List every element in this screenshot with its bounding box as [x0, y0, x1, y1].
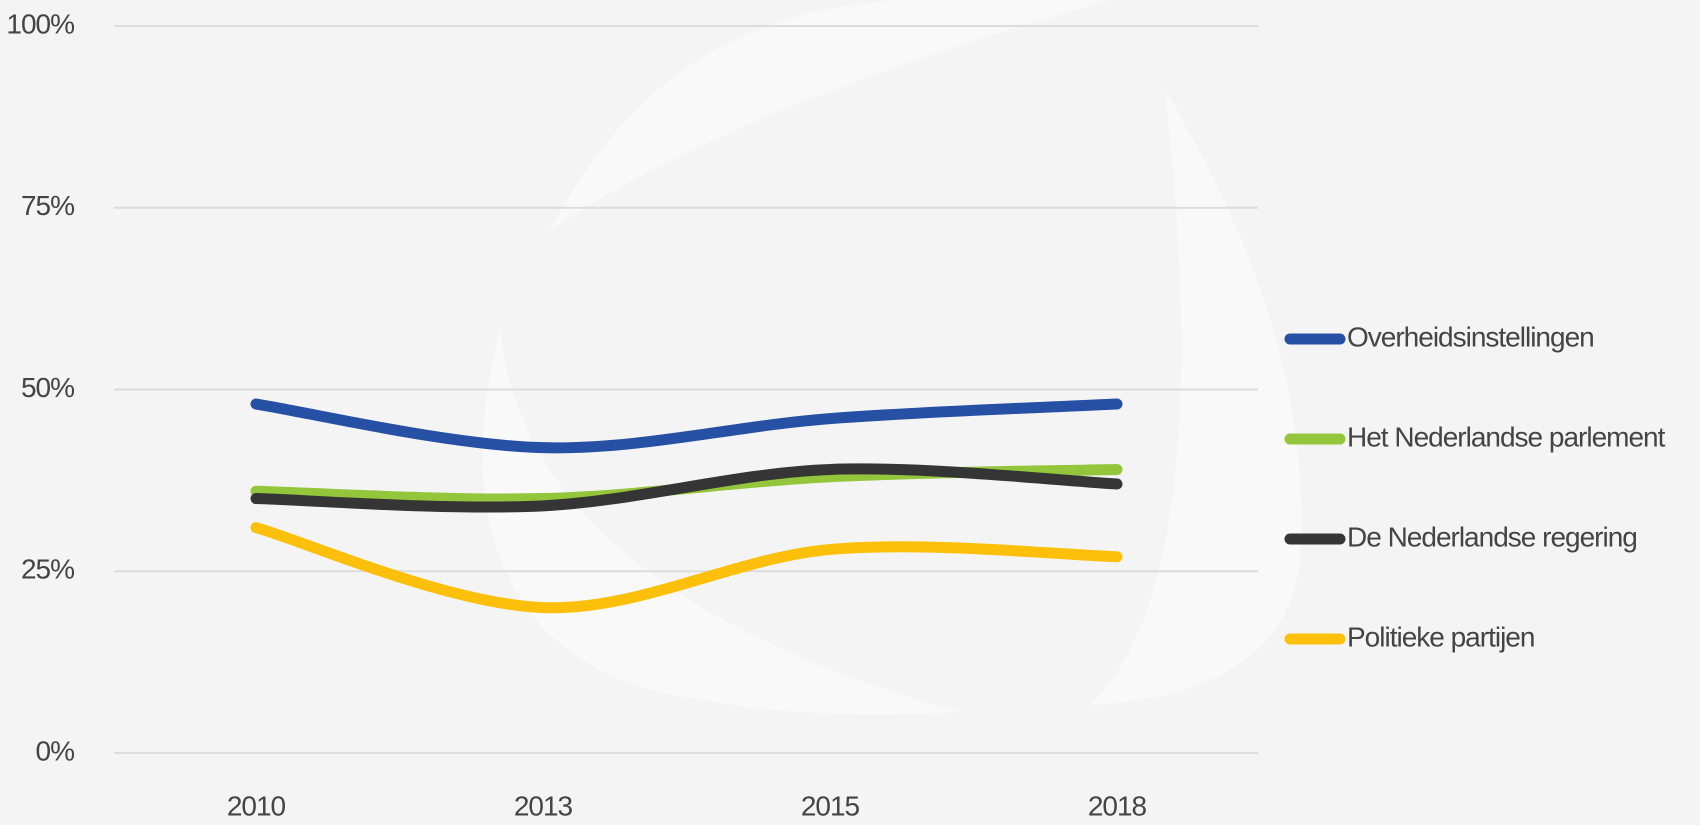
x-tick-label: 2018	[1088, 790, 1147, 821]
watermark	[482, 0, 1302, 715]
legend-label: De Nederlandse regering	[1347, 521, 1637, 552]
y-tick-label: 100%	[6, 8, 74, 39]
y-tick-label: 75%	[21, 190, 74, 221]
legend-label: Overheidsinstellingen	[1347, 321, 1594, 352]
series-line	[250, 522, 1123, 614]
series-line	[250, 463, 1123, 513]
legend-label: Politieke partijen	[1347, 621, 1534, 652]
x-tick-label: 2015	[801, 790, 860, 821]
y-tick-label: 0%	[36, 735, 75, 766]
x-tick-label: 2010	[227, 790, 286, 821]
series-line	[250, 398, 1123, 454]
y-tick-label: 50%	[21, 372, 74, 403]
legend-label: Het Nederlandse parlement	[1347, 421, 1666, 452]
x-tick-label: 2013	[514, 790, 573, 821]
y-tick-label: 25%	[21, 554, 74, 585]
